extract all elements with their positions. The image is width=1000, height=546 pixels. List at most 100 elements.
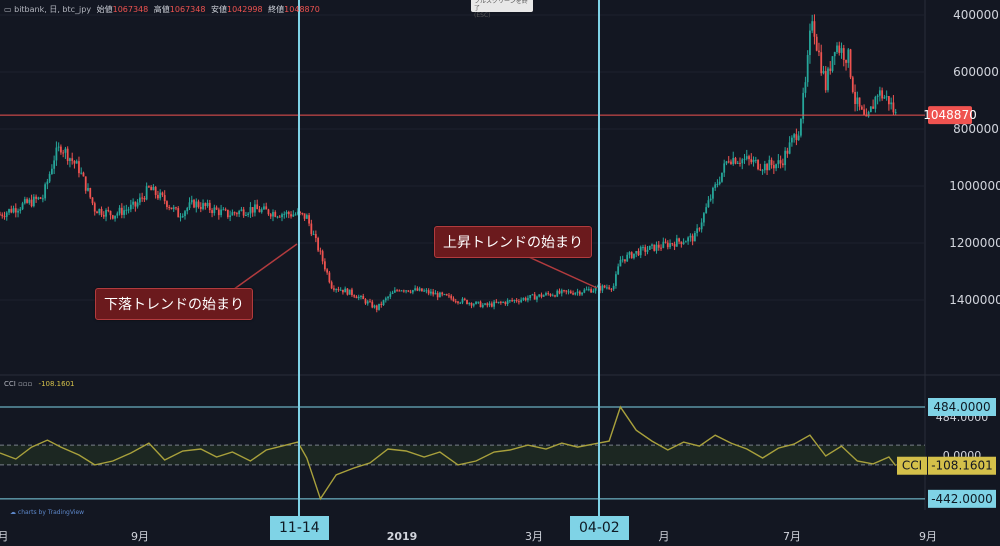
candle-body bbox=[184, 211, 186, 217]
cci-name-label: CCI bbox=[902, 459, 922, 473]
candle-body bbox=[680, 241, 683, 245]
candle-body bbox=[682, 242, 685, 245]
candle-body bbox=[35, 196, 37, 199]
collapse-icon[interactable]: ▭ bbox=[4, 5, 12, 14]
candle-body bbox=[312, 234, 315, 236]
candle-body bbox=[619, 260, 622, 267]
last-price-badge bbox=[928, 106, 972, 125]
candle-body bbox=[402, 290, 405, 292]
candle-body bbox=[323, 261, 326, 270]
candle-body bbox=[281, 214, 283, 218]
close-label: 終値 bbox=[268, 5, 285, 14]
candle-body bbox=[321, 251, 324, 262]
candle-body bbox=[8, 209, 10, 213]
cci-upper-label: 484.0000 bbox=[933, 400, 990, 414]
candle-body bbox=[314, 234, 317, 239]
indicator-value: -108.1601 bbox=[38, 380, 75, 388]
candle-body bbox=[159, 192, 162, 199]
candle-body bbox=[30, 199, 33, 207]
candle-body bbox=[333, 288, 335, 290]
candle-body bbox=[820, 52, 823, 74]
candle-body bbox=[642, 247, 644, 249]
candle-body bbox=[556, 290, 559, 297]
candle-body bbox=[610, 288, 613, 290]
candle-body bbox=[472, 304, 475, 306]
symbol-label: bitbank, 日, btc_jpy bbox=[14, 5, 92, 14]
candle-body bbox=[797, 135, 800, 141]
candle-body bbox=[393, 290, 396, 293]
candle-body bbox=[490, 303, 493, 307]
candle-body bbox=[678, 238, 680, 242]
indicator-header[interactable]: CCI ▫▫▫ -108.1601 bbox=[4, 380, 74, 388]
candle-body bbox=[46, 181, 49, 185]
last-price-label: 1048870 bbox=[923, 108, 976, 122]
candle-body bbox=[698, 228, 701, 230]
candle-body bbox=[743, 158, 746, 160]
candle-body bbox=[590, 289, 592, 293]
candle-body bbox=[781, 163, 784, 166]
candle-body bbox=[360, 295, 362, 297]
candle-body bbox=[664, 241, 667, 243]
candle-body bbox=[326, 269, 329, 273]
candle-body bbox=[190, 200, 193, 203]
candle-body bbox=[461, 298, 464, 303]
candle-body bbox=[134, 201, 137, 207]
candle-body bbox=[576, 291, 579, 293]
candle-body bbox=[777, 160, 780, 165]
candle-body bbox=[342, 289, 344, 293]
candle-body bbox=[62, 152, 65, 154]
candle-body bbox=[12, 208, 15, 213]
candle-body bbox=[163, 195, 166, 202]
candle-body bbox=[554, 295, 556, 297]
candle-body bbox=[574, 292, 577, 295]
candle-body bbox=[267, 209, 270, 215]
settings-icon[interactable]: ▫▫▫ bbox=[18, 380, 33, 388]
time-tick-label: 月 bbox=[0, 530, 9, 543]
candle-body bbox=[709, 198, 712, 201]
candle-body bbox=[833, 52, 836, 57]
candle-body bbox=[592, 290, 595, 293]
candle-body bbox=[105, 209, 107, 217]
candle-body bbox=[653, 244, 656, 251]
candle-body bbox=[754, 159, 757, 161]
price-tick-label: 1400000 bbox=[949, 293, 1000, 307]
candle-body bbox=[772, 165, 775, 169]
candle-body bbox=[260, 209, 263, 213]
exit-fullscreen-toast[interactable]: フルスクリーンを終了 (ESC) bbox=[471, 0, 533, 19]
candle-body bbox=[102, 214, 105, 217]
candle-body bbox=[878, 90, 881, 96]
candle-body bbox=[470, 302, 473, 306]
candle-body bbox=[578, 291, 581, 295]
candle-body bbox=[603, 285, 606, 288]
candle-body bbox=[32, 196, 35, 207]
candle-body bbox=[712, 187, 714, 199]
candle-body bbox=[639, 247, 642, 256]
candle-body bbox=[513, 300, 516, 302]
candle-body bbox=[154, 187, 157, 195]
time-tick-label: 3月 bbox=[525, 530, 543, 543]
downtrend-annotation: 下落トレンドの始まり bbox=[95, 288, 253, 320]
candle-body bbox=[646, 249, 649, 252]
candle-body bbox=[111, 215, 114, 219]
candle-body bbox=[863, 109, 865, 115]
candle-body bbox=[107, 209, 110, 211]
time-tick-label: 9月 bbox=[919, 530, 937, 543]
candle-body bbox=[484, 303, 486, 305]
candle-body bbox=[601, 285, 604, 291]
candles bbox=[0, 14, 925, 313]
low-value: 1042998 bbox=[226, 5, 263, 14]
close-value: 1048870 bbox=[284, 5, 320, 14]
candle-body bbox=[208, 202, 211, 211]
candle-body bbox=[599, 286, 602, 291]
candle-body bbox=[763, 164, 766, 171]
cci-lower-label-bg bbox=[928, 489, 996, 508]
candle-body bbox=[786, 150, 789, 154]
candle-body bbox=[91, 197, 94, 204]
uptrend-annotation-text: 上昇トレンドの始まり bbox=[443, 235, 583, 251]
candle-body bbox=[881, 90, 884, 99]
candle-body bbox=[723, 163, 726, 173]
candle-body bbox=[815, 36, 818, 51]
tradingview-watermark[interactable]: ☁ charts by TradingView bbox=[10, 509, 84, 516]
candle-body bbox=[727, 161, 730, 163]
candle-body bbox=[432, 291, 435, 295]
